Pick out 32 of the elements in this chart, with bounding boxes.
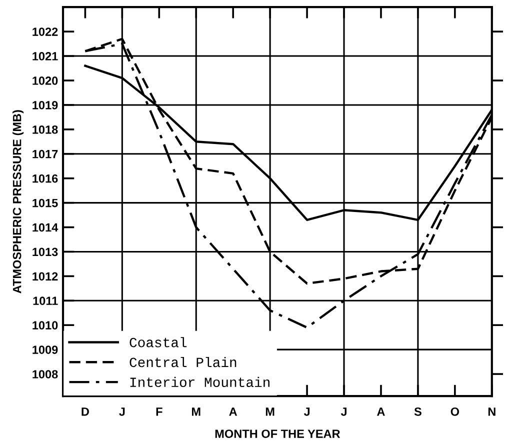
x-tick-label: M bbox=[192, 408, 200, 416]
x-tick-label: F bbox=[156, 408, 162, 416]
x-tick-label: M bbox=[266, 408, 274, 416]
y-tick-label: 1016 bbox=[32, 174, 58, 183]
y-tick-label: 1021 bbox=[32, 52, 58, 60]
x-tick-label: J bbox=[340, 408, 346, 416]
legend-label: Coastal bbox=[130, 337, 187, 348]
x-tick-label: D bbox=[82, 408, 89, 416]
y-axis-title: ATMOSPHERIC PRESSURE (MB) bbox=[12, 110, 24, 294]
y-tick-label: 1008 bbox=[32, 370, 58, 378]
legend-label: Central Plain bbox=[130, 356, 236, 368]
y-tick-label: 1012 bbox=[32, 272, 58, 281]
y-tick-label: 1010 bbox=[32, 321, 58, 330]
x-tick-label: O bbox=[450, 407, 460, 416]
x-tick-label: J bbox=[119, 408, 125, 416]
legend-label: Interior Mountain bbox=[130, 376, 270, 388]
y-tick-label: 1022 bbox=[32, 28, 58, 36]
y-tick-label: 1011 bbox=[33, 296, 58, 306]
y-tick-label: 1013 bbox=[32, 248, 58, 256]
y-tick-label: 1014 bbox=[32, 223, 58, 232]
y-tick-label: 1020 bbox=[32, 76, 58, 85]
x-tick-label: S bbox=[414, 407, 422, 416]
y-tick-label: 1017 bbox=[32, 150, 58, 158]
y-tick-label: 1009 bbox=[32, 346, 58, 354]
y-tick-label: 1018 bbox=[32, 125, 58, 134]
y-tick-label: 1019 bbox=[32, 100, 58, 110]
x-tick-label: J bbox=[304, 408, 310, 416]
y-tick-label: 1015 bbox=[32, 198, 58, 208]
x-tick-label: A bbox=[229, 408, 238, 416]
x-tick-label: A bbox=[377, 408, 385, 416]
x-tick-label: N bbox=[488, 408, 496, 416]
x-axis-title: MONTH OF THE YEAR bbox=[215, 430, 340, 438]
